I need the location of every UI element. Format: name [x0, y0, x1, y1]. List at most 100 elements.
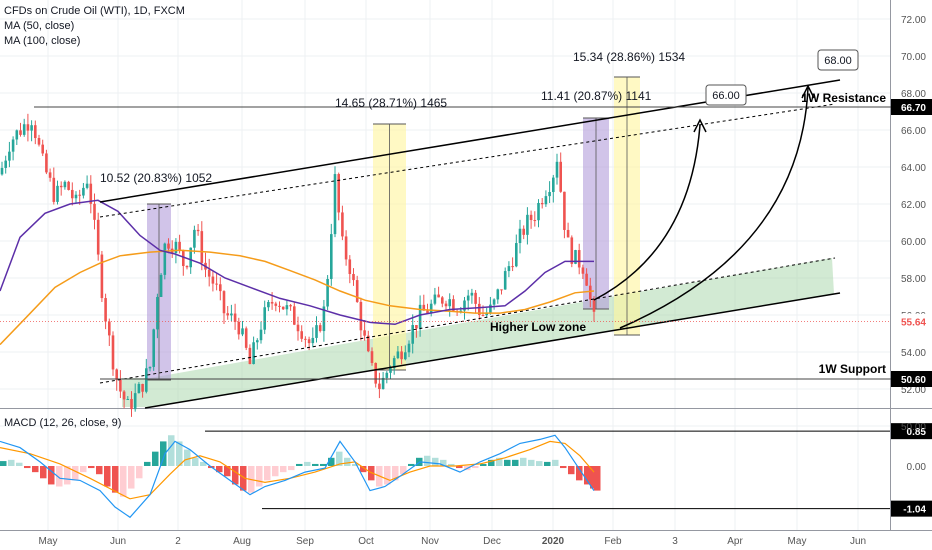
macd-histogram-bar — [32, 466, 39, 473]
candle-up — [503, 271, 507, 290]
macd-histogram-bar — [0, 461, 7, 466]
candle-up — [515, 243, 518, 267]
time-tick-label: Sep — [296, 536, 314, 547]
time-tick-label: Aug — [233, 536, 251, 547]
candle-down — [355, 280, 359, 302]
candle-down — [500, 289, 503, 291]
candle-up — [526, 214, 529, 235]
candle-down — [233, 313, 237, 322]
candle-up — [407, 343, 411, 353]
drawings-back — [122, 76, 834, 407]
candle-up — [133, 393, 137, 410]
macd-zero-tick: 0.00 — [907, 462, 927, 473]
macd-histogram-bar — [120, 466, 127, 497]
candle-up — [263, 307, 266, 330]
macd-histogram-bar — [408, 463, 415, 466]
candle-down — [363, 330, 366, 336]
candle-down — [441, 297, 444, 304]
candle-down — [522, 228, 525, 235]
macd-histogram-bar — [584, 466, 591, 485]
higher-low-zone — [122, 258, 834, 407]
candle-up — [466, 295, 470, 301]
candle-down — [108, 321, 111, 336]
candle-down — [452, 299, 455, 311]
macd-histogram-bar — [360, 466, 367, 473]
macd-histogram-bar — [256, 466, 263, 487]
price-tick-label: 64.00 — [901, 163, 926, 174]
measurement-label: 11.41 (20.87%) 1141 — [541, 89, 652, 103]
candle-up — [463, 300, 466, 311]
candle-down — [566, 229, 570, 238]
ma50-line — [0, 199, 594, 326]
signal-line — [0, 440, 595, 500]
macd-histogram-bar — [304, 461, 311, 466]
macd-histogram-bar — [240, 466, 247, 491]
macd-histogram-bar — [568, 466, 575, 475]
macd-histogram-bar — [264, 466, 271, 481]
candle-up — [496, 289, 500, 300]
candle-down — [185, 265, 189, 268]
candle-down — [200, 231, 204, 263]
time-tick-label: Dec — [483, 536, 501, 547]
candle-down — [400, 351, 403, 360]
candle-down — [474, 292, 477, 304]
candle-up — [252, 342, 255, 365]
measurement-label: 14.65 (28.71%) 1465 — [335, 96, 447, 110]
candle-down — [119, 379, 122, 392]
macd-low-badge-text: -1.04 — [903, 505, 926, 516]
candle-down — [278, 305, 281, 307]
macd-histogram-bar — [312, 463, 319, 466]
macd-histogram-bar — [184, 449, 191, 466]
macd-histogram-bar — [552, 459, 559, 466]
macd-histogram-bar — [288, 466, 295, 471]
time-tick-label: Feb — [604, 536, 622, 547]
candle-down — [318, 325, 322, 332]
candle-up — [429, 303, 433, 314]
candle-down — [359, 301, 363, 331]
candle-down — [296, 324, 300, 332]
price-tick-label: 72.00 — [901, 15, 926, 26]
candle-up — [193, 229, 196, 248]
macd-histogram-bar — [560, 466, 567, 469]
target-value: 66.00 — [712, 90, 740, 102]
candle-down — [270, 301, 274, 304]
candle-up — [574, 250, 577, 264]
macd-histogram-bar — [200, 461, 207, 466]
candle-down — [67, 181, 70, 190]
candle-down — [478, 303, 481, 315]
candle-down — [115, 369, 118, 380]
candle-down — [589, 285, 592, 300]
candle-down — [219, 284, 222, 292]
candle-down — [559, 161, 562, 192]
candle-down — [71, 189, 74, 199]
candle-up — [322, 306, 326, 332]
projection-arrow-2 — [619, 87, 809, 329]
candle-up — [126, 398, 130, 400]
candle-down — [248, 347, 252, 365]
candle-down — [274, 303, 278, 306]
candle-down — [293, 306, 296, 325]
support-badge — [891, 371, 932, 387]
support-label: 1W Support — [819, 362, 886, 376]
candle-up — [311, 337, 315, 344]
chart-legend: CFDs on Crude Oil (WTI), 1D, FXCM MA (50… — [4, 4, 185, 49]
candle-down — [141, 383, 144, 392]
macd-histogram-bar — [8, 459, 15, 466]
candle-up — [381, 377, 385, 390]
price-tick-label: 58.00 — [901, 274, 926, 285]
candle-down — [289, 305, 292, 307]
measurement-label: 15.34 (28.86%) 1534 — [573, 50, 685, 64]
candle-up — [418, 304, 422, 329]
candle-down — [426, 310, 429, 314]
candle-up — [15, 130, 19, 140]
candle-up — [333, 174, 337, 235]
candle-down — [34, 125, 37, 139]
macd-histogram-bar — [16, 462, 23, 466]
candle-up — [63, 181, 67, 188]
resistance-badge-text: 66.70 — [901, 103, 926, 114]
candle-down — [529, 214, 533, 221]
macd-histogram-bar — [384, 466, 391, 485]
macd-histogram-bar — [576, 466, 583, 481]
